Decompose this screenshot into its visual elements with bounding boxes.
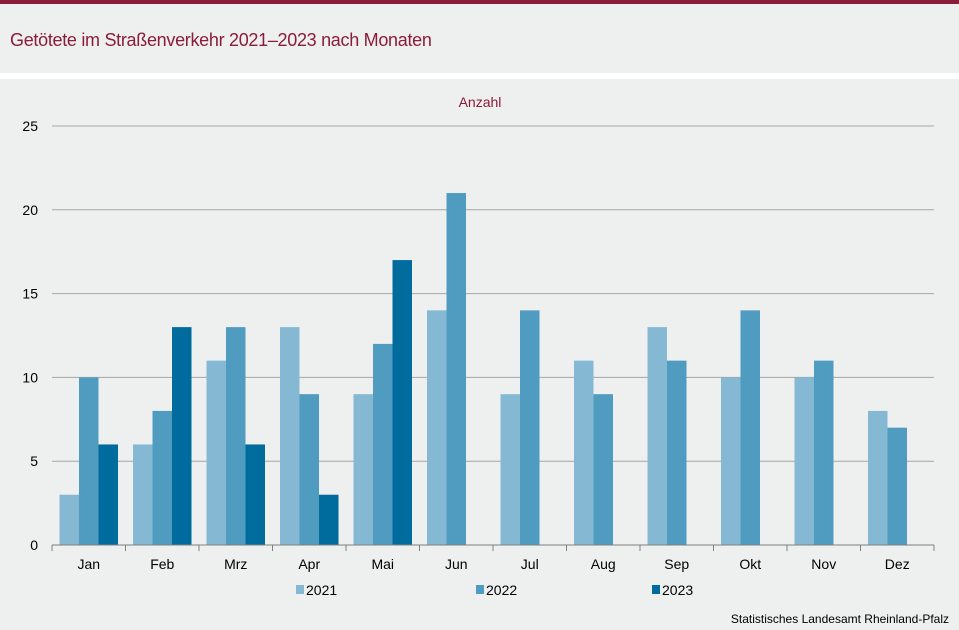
- bar-2023-apr: [319, 494, 339, 545]
- legend-label-2023: 2023: [662, 582, 693, 598]
- bar-2022-aug: [593, 394, 613, 545]
- bar-2023-mrz: [245, 444, 265, 545]
- legend-swatch-2021: [296, 585, 304, 594]
- bar-2021-feb: [133, 444, 153, 545]
- bar-2021-dez: [868, 410, 888, 545]
- x-tick-label: Sep: [664, 556, 689, 572]
- y-tick-label: 20: [22, 202, 38, 218]
- bar-2021-mrz: [206, 360, 226, 545]
- x-tick-label: Mrz: [224, 556, 247, 572]
- bar-2021-mai: [353, 394, 373, 545]
- top-rule: [0, 0, 959, 4]
- bar-2022-jan: [79, 377, 99, 545]
- bar-2022-jul: [520, 310, 540, 545]
- y-tick-label: 0: [30, 537, 38, 553]
- legend-label-2022: 2022: [486, 582, 517, 598]
- y-tick-label: 15: [22, 286, 38, 302]
- bar-2021-jan: [59, 494, 79, 545]
- bar-2021-jul: [500, 394, 520, 545]
- x-tick-label: Nov: [811, 556, 836, 572]
- header-separator: [0, 73, 959, 79]
- legend-label-2021: 2021: [306, 582, 337, 598]
- bar-2022-dez: [887, 427, 907, 545]
- x-tick-label: Okt: [739, 556, 761, 572]
- bar-2022-mai: [373, 343, 393, 545]
- x-tick-label: Jul: [521, 556, 539, 572]
- bar-2022-apr: [299, 394, 319, 545]
- bar-2022-feb: [152, 410, 172, 545]
- bar-2021-jun: [427, 310, 447, 545]
- x-tick-label: Jun: [445, 556, 468, 572]
- bar-2022-sep: [667, 360, 687, 545]
- bar-2021-apr: [280, 327, 300, 545]
- bar-2021-sep: [647, 327, 667, 545]
- bar-2022-jun: [446, 193, 466, 546]
- legend-swatch-2022: [476, 585, 484, 594]
- x-tick-label: Mai: [371, 556, 394, 572]
- bar-2022-nov: [814, 360, 834, 545]
- x-tick-label: Aug: [591, 556, 616, 572]
- y-axis-label: Anzahl: [459, 94, 502, 110]
- bar-2021-aug: [574, 360, 594, 545]
- x-tick-label: Feb: [150, 556, 174, 572]
- bar-2022-mrz: [226, 327, 246, 545]
- bar-2023-mai: [392, 260, 412, 545]
- x-tick-label: Dez: [885, 556, 910, 572]
- x-tick-label: Apr: [298, 556, 320, 572]
- bar-2021-okt: [721, 377, 741, 545]
- legend-swatch-2023: [652, 585, 660, 594]
- y-tick-label: 5: [30, 453, 38, 469]
- chart-title: Getötete im Straßenverkehr 2021–2023 nac…: [10, 30, 432, 50]
- source-note: Statistisches Landesamt Rheinland-Pfalz: [730, 612, 949, 626]
- bar-2021-nov: [794, 377, 814, 545]
- y-tick-label: 25: [22, 118, 38, 134]
- bar-2022-okt: [740, 310, 760, 545]
- x-tick-label: Jan: [77, 556, 100, 572]
- y-tick-label: 10: [22, 369, 38, 385]
- bar-2023-feb: [172, 327, 192, 545]
- bar-2023-jan: [98, 444, 118, 545]
